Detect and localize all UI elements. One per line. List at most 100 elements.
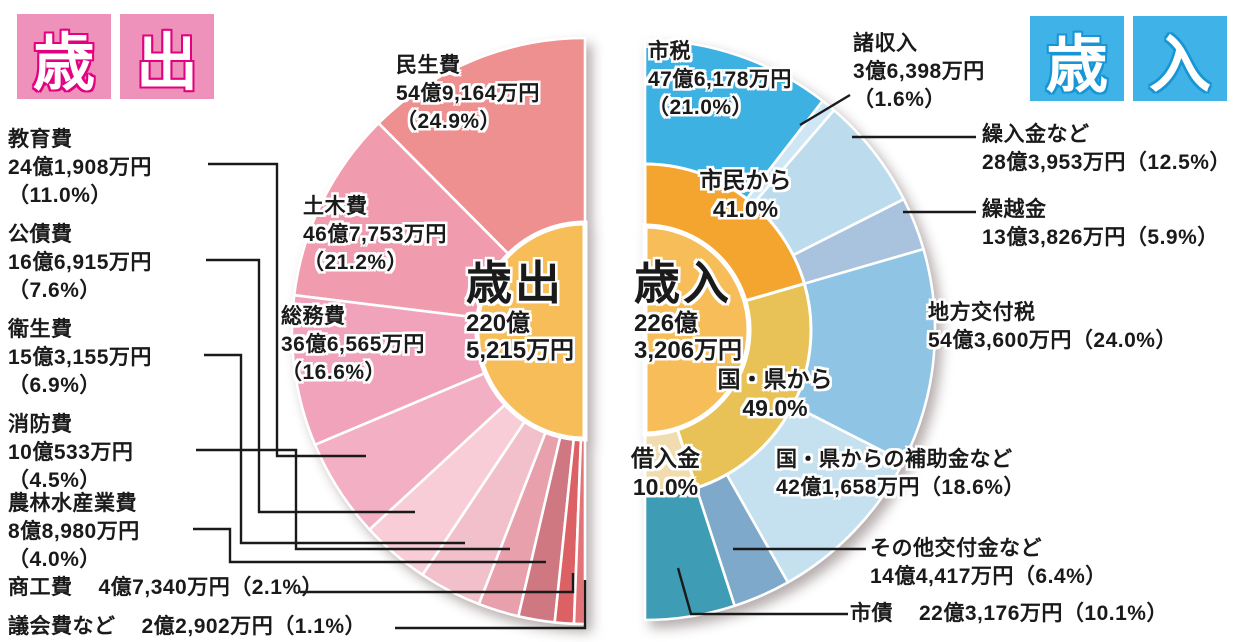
label-expenditure-general-affairs: 総務費 36億6,565万円 （16.6%） [281, 303, 425, 387]
label-expenditure-sanitation: 衛生費 15億3,155万円 （6.9%） [8, 316, 152, 400]
leader-line [395, 580, 587, 630]
label-revenue-transfers-in: 繰入金など 28億3,953万円（12.5%） [982, 121, 1231, 177]
slice-amount: 28億3,953万円 [982, 151, 1126, 174]
slice-percent: （1.1%） [273, 615, 367, 638]
label-expenditure-fire: 消防費 10億533万円 （4.5%） [8, 411, 133, 495]
slice-amount: 2億2,902万円 [141, 615, 274, 638]
slice-percent: （5.9%） [1125, 226, 1219, 249]
slice-amount: 13億3,826万円 [982, 226, 1126, 249]
leader-line [208, 162, 366, 458]
slice-amount: 54億3,600万円 [928, 329, 1072, 352]
slice-percent: （16.6%） [281, 361, 387, 384]
ring-label-from-citizens: 市民から 41.0% [688, 166, 803, 224]
leader-lines [193, 93, 976, 630]
revenue-total-line1: 226億 [634, 310, 699, 337]
ring-name: 市民から [699, 167, 792, 193]
expenditure-badge-char-2: 出 [120, 14, 214, 99]
slice-amount: 22億3,176万円 [919, 602, 1063, 625]
ring-percent: 10.0% [632, 474, 699, 500]
slice-percent: （6.9%） [8, 374, 101, 397]
label-revenue-misc-income: 諸収入 3億6,398万円 （1.6%） [853, 30, 985, 114]
label-revenue-other-grants: その他交付金など 14億4,417万円（6.4%） [870, 535, 1107, 591]
label-expenditure-welfare: 民生費 54億9,164万円 （24.9%） [396, 52, 540, 136]
expenditure-center-label: 歳出 220億 5,215万円 [466, 256, 574, 364]
label-revenue-municipal-bonds: 市債 22億3,176万円（10.1%） [850, 600, 1168, 628]
revenue-badge-char-1: 歳 [1030, 16, 1124, 101]
slice-percent: （10.1%） [1062, 602, 1168, 625]
ring-name: 国・県から [717, 366, 833, 392]
slice-percent: （4.5%） [8, 469, 101, 492]
slice-percent: （2.1%） [230, 576, 324, 599]
slice-name: 衛生費 [8, 318, 73, 341]
revenue-badge-char-2: 入 [1133, 16, 1227, 101]
slice-amount: 42億1,658万円 [776, 476, 920, 499]
expenditure-total-line2: 5,215万円 [466, 337, 575, 364]
ring-label-from-national-prefectural: 国・県から 49.0% [700, 365, 850, 423]
slice-amount: 14億4,417万円 [870, 565, 1014, 588]
slice-name: 議会費など [8, 615, 116, 638]
revenue-center-title: 歳入 [634, 257, 732, 309]
revenue-chart [642, 38, 937, 622]
slice-amount: 8億8,980万円 [8, 520, 140, 543]
leader-line [206, 258, 415, 514]
revenue-total-line2: 3,206万円 [634, 337, 743, 364]
ring-percent: 41.0% [712, 196, 779, 222]
label-expenditure-debt-service: 公債費 16億6,915万円 （7.6%） [8, 221, 152, 305]
slice-percent: （18.6%） [919, 476, 1025, 499]
leader-line [196, 448, 510, 551]
slice-amount: 15億3,155万円 [8, 346, 152, 369]
slice-name: 民生費 [396, 54, 461, 77]
slice-percent: （12.5%） [1125, 151, 1231, 174]
slice-percent: （24.0%） [1071, 329, 1177, 352]
revenue-center-label: 歳入 226億 3,206万円 [634, 256, 742, 364]
slice-percent: （11.0%） [8, 184, 112, 207]
expenditure-chart-center-disc [474, 220, 588, 442]
label-revenue-city-tax: 市税 47億6,178万円 （21.0%） [648, 38, 792, 122]
slice-name: 消防費 [8, 413, 73, 436]
slice-name: 国・県からの補助金など [776, 448, 1013, 471]
slice-name: 商工費 [8, 576, 73, 599]
slice-amount: 47億6,178万円 [648, 68, 792, 91]
expenditure-total-line1: 220億 [466, 310, 531, 337]
slice-amount: 10億533万円 [8, 441, 134, 464]
slice-name: 土木費 [303, 195, 368, 218]
slice-percent: （21.2%） [303, 251, 409, 274]
slice-percent: （1.6%） [853, 88, 946, 111]
slice-name: 繰越金 [982, 198, 1047, 221]
leader-line [676, 567, 848, 616]
slice-amount: 24億1,908万円 [8, 156, 152, 179]
slice-amount: 4億7,340万円 [98, 576, 231, 599]
slice-percent: （4.0%） [8, 548, 101, 571]
label-revenue-carryover: 繰越金 13億3,826万円（5.9%） [982, 196, 1219, 252]
label-expenditure-education: 教育費 24億1,908万円 （11.0%） [8, 126, 152, 210]
slice-amount: 36億6,565万円 [281, 333, 425, 356]
slice-percent: （6.4%） [1013, 565, 1107, 588]
label-expenditure-agriculture: 農林水産業費 8億8,980万円 （4.0%） [8, 490, 140, 574]
slice-percent: （24.9%） [396, 110, 502, 133]
slice-name: 教育費 [8, 128, 73, 151]
slice-amount: 54億9,164万円 [396, 82, 540, 105]
expenditure-badge-char-1: 歳 [17, 14, 111, 99]
label-expenditure-assembly: 議会費など 2億2,902万円（1.1%） [8, 613, 366, 641]
slice-name: 地方交付税 [928, 301, 1036, 324]
slice-amount: 3億6,398万円 [853, 60, 985, 83]
leader-line [300, 573, 575, 594]
slice-amount: 46億7,753万円 [303, 223, 447, 246]
label-revenue-local-allocation-tax: 地方交付税 54億3,600万円（24.0%） [928, 299, 1177, 355]
ring-label-borrowed-funds: 借入金 10.0% [618, 444, 713, 502]
leader-line [193, 527, 546, 564]
expenditure-center-title: 歳出 [466, 257, 564, 309]
slice-amount: 16億6,915万円 [8, 251, 152, 274]
label-expenditure-commerce: 商工費 4億7,340万円（2.1%） [8, 574, 323, 602]
slice-name: 諸収入 [853, 32, 918, 55]
leader-line [799, 93, 851, 127]
slice-name: 農林水産業費 [8, 492, 137, 515]
ring-name: 借入金 [631, 445, 700, 471]
revenue-badge: 歳 入 [1030, 16, 1227, 101]
slice-name: 公債費 [8, 223, 73, 246]
label-expenditure-civil-engineering: 土木費 46億7,753万円 （21.2%） [303, 193, 447, 277]
slice-percent: （21.0%） [648, 96, 754, 119]
slice-percent: （7.6%） [8, 279, 101, 302]
slice-name: その他交付金など [870, 537, 1042, 560]
